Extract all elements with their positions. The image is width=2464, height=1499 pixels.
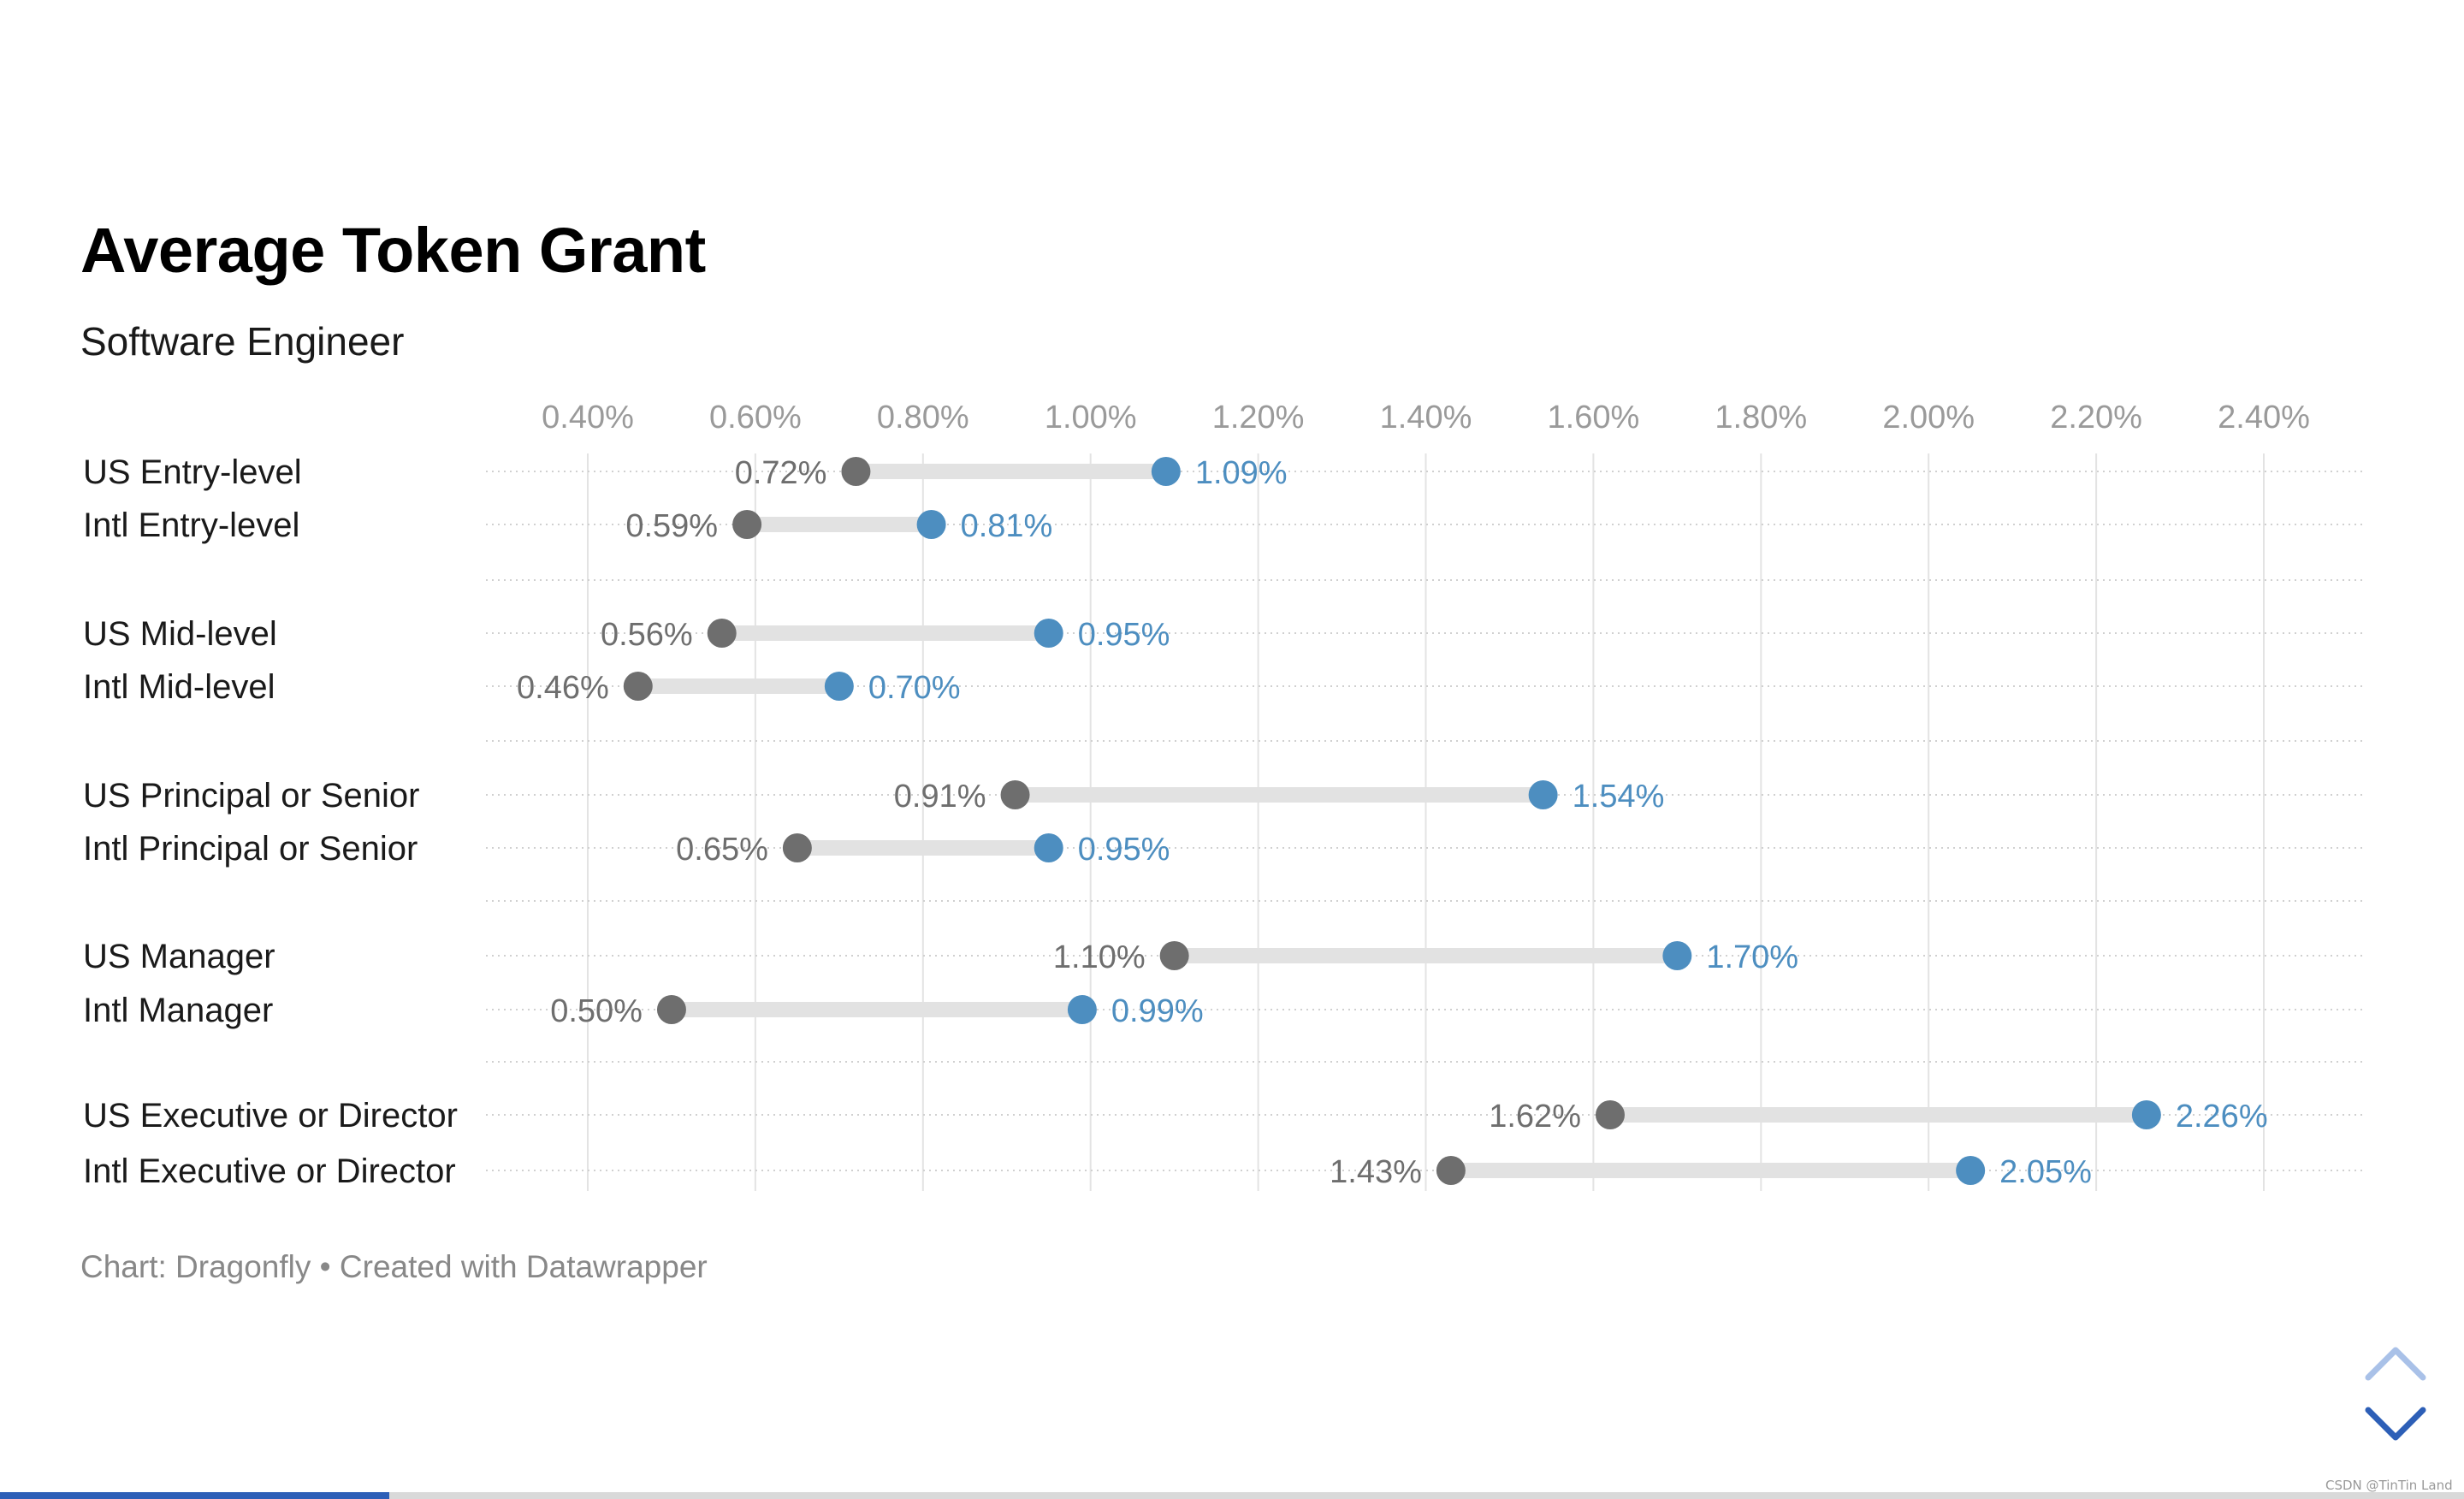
row-label: US Executive or Director — [83, 1097, 458, 1135]
high-value-dot — [1034, 833, 1063, 862]
x-tick-label: 0.40% — [542, 400, 634, 435]
low-value-dot — [1595, 1100, 1625, 1129]
scroll-up-button[interactable] — [2363, 1342, 2428, 1384]
x-tick-label: 2.00% — [1882, 400, 1975, 435]
high-value-label: 0.70% — [868, 670, 961, 706]
chart-subtitle: Software Engineer — [80, 319, 405, 364]
chevron-up-icon — [2365, 1347, 2426, 1381]
low-value-label: 0.72% — [735, 455, 827, 491]
row-label: Intl Entry-level — [83, 507, 299, 544]
high-value-dot — [1956, 1156, 1986, 1185]
high-value-dot — [1662, 941, 1692, 970]
high-value-label: 0.81% — [961, 508, 1053, 544]
low-value-dot — [623, 672, 653, 701]
low-value-dot — [732, 510, 762, 539]
chevron-down-icon — [2365, 1407, 2426, 1441]
low-value-dot — [1159, 941, 1189, 970]
high-value-dot — [1034, 619, 1063, 648]
low-value-dot — [707, 619, 737, 648]
chart-title: Average Token Grant — [80, 215, 706, 286]
scroll-progress-thumb[interactable] — [0, 1492, 390, 1499]
row-label: Intl Manager — [83, 992, 273, 1029]
low-value-dot — [1000, 780, 1030, 809]
row-label: US Manager — [83, 938, 275, 975]
low-value-label: 1.62% — [1489, 1099, 1581, 1135]
x-tick-label: 1.80% — [1715, 400, 1807, 435]
high-value-label: 1.09% — [1195, 455, 1288, 491]
high-value-dot — [916, 510, 946, 539]
low-value-label: 0.91% — [894, 779, 986, 815]
high-value-dot — [1528, 780, 1558, 809]
row-label: US Principal or Senior — [83, 777, 420, 815]
row-label: Intl Principal or Senior — [83, 830, 418, 868]
x-tick-label: 0.80% — [877, 400, 969, 435]
high-value-label: 1.54% — [1573, 779, 1665, 815]
scroll-progress-track[interactable] — [0, 1492, 2464, 1499]
low-value-label: 0.46% — [517, 670, 609, 706]
x-tick-label: 1.00% — [1045, 400, 1137, 435]
watermark: CSDN @TinTin Land — [2325, 1478, 2453, 1493]
high-value-label: 1.70% — [1706, 939, 1798, 975]
low-value-label: 1.10% — [1053, 939, 1146, 975]
row-label: US Mid-level — [83, 615, 277, 653]
low-value-label: 1.43% — [1330, 1154, 1422, 1190]
low-value-label: 0.50% — [550, 993, 643, 1029]
x-tick-label: 1.20% — [1212, 400, 1305, 435]
low-value-label: 0.56% — [601, 617, 693, 653]
high-value-label: 0.95% — [1078, 617, 1170, 653]
x-tick-label: 0.60% — [709, 400, 802, 435]
row-label: Intl Mid-level — [83, 668, 275, 706]
x-tick-label: 2.20% — [2050, 400, 2142, 435]
row-label: Intl Executive or Director — [83, 1152, 456, 1190]
row-label: US Entry-level — [83, 453, 302, 491]
low-value-dot — [841, 457, 871, 486]
scroll-down-button[interactable] — [2363, 1403, 2428, 1446]
high-value-label: 0.95% — [1078, 832, 1170, 868]
x-tick-label: 1.40% — [1380, 400, 1472, 435]
low-value-dot — [656, 995, 686, 1024]
high-value-dot — [1067, 995, 1097, 1024]
chart-footer: Chart: Dragonfly • Created with Datawrap… — [80, 1249, 708, 1284]
high-value-label: 0.99% — [1111, 993, 1204, 1029]
low-value-dot — [782, 833, 812, 862]
low-value-label: 0.59% — [625, 508, 718, 544]
high-value-label: 2.26% — [2176, 1099, 2268, 1135]
high-value-dot — [1151, 457, 1181, 486]
x-tick-label: 2.40% — [2218, 400, 2310, 435]
low-value-label: 0.65% — [676, 832, 768, 868]
x-tick-label: 1.60% — [1548, 400, 1640, 435]
high-value-label: 2.05% — [1999, 1154, 2092, 1190]
low-value-dot — [1436, 1156, 1466, 1185]
high-value-dot — [824, 672, 854, 701]
high-value-dot — [2131, 1100, 2161, 1129]
